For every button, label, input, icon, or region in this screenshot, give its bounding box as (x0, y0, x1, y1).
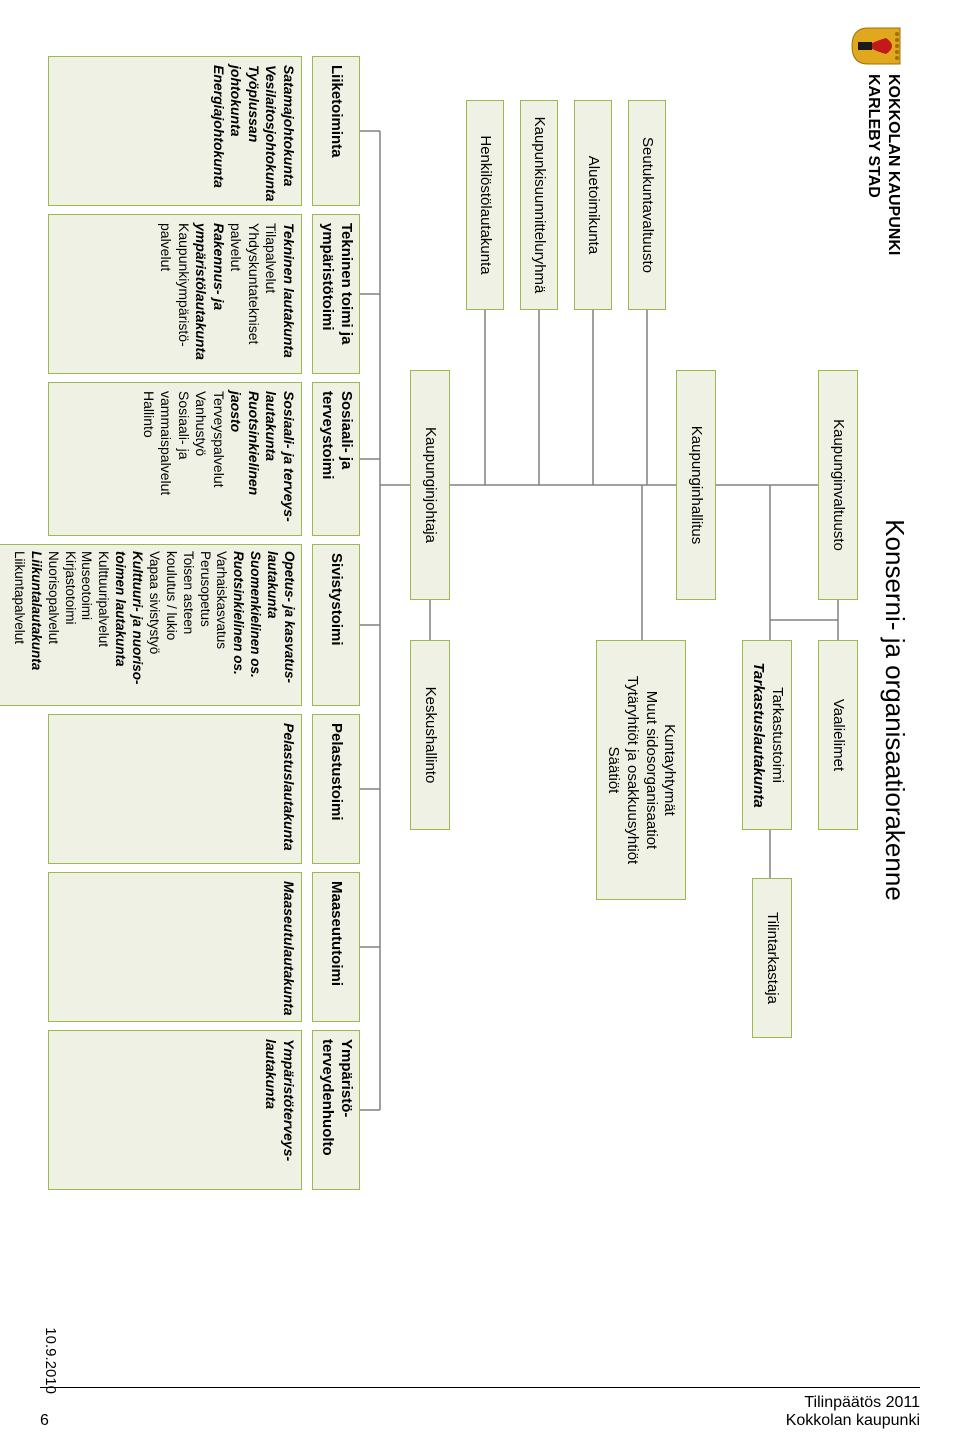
sivistys-title: Sivistystoimi (312, 544, 360, 706)
pelastus-title: Pelastustoimi (312, 714, 360, 864)
ymparisto-body: Ympäristöterveys- lautakunta (48, 1030, 302, 1190)
henkilostolautakunta-box: Henkilöstölautakunta (466, 100, 504, 310)
maaseutu-body: Maaseutulautakunta (48, 872, 302, 1022)
pelastus-body: Pelastuslautakunta (48, 714, 302, 864)
tekninen-body: Tekninen lautakunta Tilapalvelut Yhdysku… (48, 214, 302, 374)
vaalielimet-box: Vaalielimet (818, 640, 858, 830)
liiketoiminta-title: Liiketoiminta (312, 56, 360, 206)
keskushallinto-box: Keskushallinto (410, 640, 450, 830)
ymparisto-title: Ympäristö-terveydenhuolto (312, 1030, 360, 1190)
tarkastustoimi-box: Tarkastustoimi Tarkastuslautakunta (742, 640, 792, 830)
kaupunginhallitus-box: Kaupunginhallitus (676, 370, 716, 600)
kaupunkisuunnitteluryhma-box: Kaupunkisuunnitteluryhmä (520, 100, 558, 310)
footer-right: Tilinpäätös 2011 Kokkolan kaupunki (786, 1394, 920, 1430)
sosiaali-body: Sosiaali- ja terveys- lautakunta Ruotsin… (48, 382, 302, 536)
tilintarkastaja-box: Tilintarkastaja (752, 878, 792, 1038)
kaupunginjohtaja-box: Kaupunginjohtaja (410, 370, 450, 600)
date-label: 10.9.2010 (42, 1327, 59, 1394)
footer-rule (40, 1387, 920, 1388)
sivistys-body: Opetus- ja kasvatus- lautakunta Suomenki… (0, 544, 302, 706)
kaupunginvaltuusto-box: Kaupunginvaltuusto (818, 370, 858, 600)
page-title: Konserni- ja organisaatiorakenne (879, 20, 910, 1400)
liiketoiminta-body: Satamajohtokunta Vesilaitosjohtokunta Ty… (48, 56, 302, 206)
sosiaali-title: Sosiaali- jaterveystoimi (312, 382, 360, 536)
aluetoimikunta-box: Aluetoimikunta (574, 100, 612, 310)
kuntayhtymat-box: Kuntayhtymät Muut sidosorganisaatiot Tyt… (596, 640, 686, 900)
seutukuntavaltuusto-box: Seutukuntavaltuusto (628, 100, 666, 310)
tekninen-title: Tekninen toimi jaympäristötoimi (312, 214, 360, 374)
page-number: 6 (40, 1412, 49, 1430)
maaseutu-title: Maaseututoimi (312, 872, 360, 1022)
